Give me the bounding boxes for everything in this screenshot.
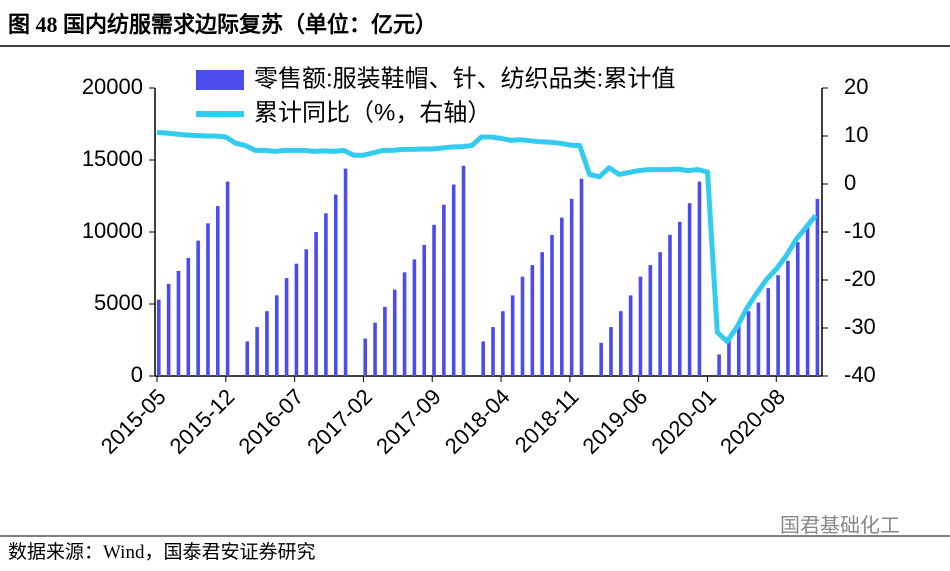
x-tick-label: 2016-07: [233, 384, 308, 459]
bar: [569, 198, 574, 376]
bar: [215, 206, 220, 376]
source: 数据来源：Wind，国泰君安证券研究: [8, 541, 315, 563]
y-tick-label: 15000: [82, 146, 143, 171]
x-tick-label: 2015-05: [96, 384, 171, 459]
bar: [196, 240, 200, 376]
y2-tick-label: -10: [844, 218, 876, 243]
y-tick-label: 20000: [82, 74, 143, 99]
bar: [245, 341, 250, 376]
bar: [776, 275, 780, 376]
bar: [579, 178, 584, 376]
bar: [736, 322, 741, 376]
watermark: 国君基础化工: [780, 514, 900, 537]
x-tick-label: 2015-12: [165, 384, 240, 459]
bar: [333, 194, 338, 376]
bar: [442, 204, 446, 376]
bar: [501, 311, 505, 376]
x-tick-label: 2018-04: [440, 384, 515, 459]
bar: [225, 181, 230, 376]
bar: [805, 223, 810, 376]
bar: [599, 342, 603, 376]
x-tick-label: 2020-08: [715, 384, 790, 459]
legend-label: 累计同比（%，右轴）: [254, 99, 491, 126]
bar: [166, 283, 171, 376]
bar: [786, 260, 790, 376]
legend-label: 零售额:服装鞋帽、针、纺织品类:累计值: [254, 65, 675, 92]
bar: [717, 354, 721, 376]
bar: [324, 213, 328, 376]
bar: [157, 299, 161, 376]
bar: [265, 311, 269, 376]
bar: [628, 295, 633, 376]
bar: [284, 278, 289, 376]
bar: [392, 289, 397, 376]
y2-tick-label: -30: [844, 314, 876, 339]
bar: [373, 322, 377, 376]
bar: [609, 327, 613, 376]
bar: [432, 224, 436, 376]
bar: [727, 337, 731, 376]
x-tick-label: 2019-06: [578, 384, 653, 459]
y2-tick-label: 0: [844, 170, 856, 195]
bar: [510, 295, 515, 376]
y-tick-label: 0: [131, 362, 143, 387]
y-tick-label: 10000: [82, 218, 143, 243]
bar: [402, 272, 407, 376]
bar: [638, 276, 643, 376]
bar: [697, 181, 702, 376]
bar: [795, 242, 800, 376]
x-tick-label: 2018-11: [510, 384, 584, 458]
bar: [383, 306, 387, 376]
y-tick-label: 5000: [94, 290, 143, 315]
bar: [412, 259, 417, 376]
bar: [491, 327, 495, 376]
bar: [363, 338, 368, 376]
bar: [520, 276, 525, 376]
bar: [677, 221, 682, 376]
bar: [422, 244, 427, 376]
bar: [294, 263, 299, 376]
x-tick-label: 2020-01: [646, 384, 721, 459]
y2-tick-label: -40: [844, 362, 876, 387]
y2-tick-label: 20: [844, 74, 868, 99]
bar: [255, 327, 259, 376]
bar: [766, 288, 771, 376]
bar: [274, 295, 279, 376]
chart-title: 图 48 国内纺服需求边际复苏（单位：亿元）: [8, 12, 437, 37]
bar: [756, 302, 761, 376]
bar: [668, 234, 672, 376]
bar: [658, 252, 662, 376]
bar: [746, 311, 751, 376]
bar: [176, 270, 181, 376]
line: [156, 129, 818, 344]
bar: [206, 223, 210, 376]
bar: [186, 257, 191, 376]
bar: [304, 249, 309, 376]
bar: [619, 311, 623, 376]
bar: [530, 265, 535, 376]
bar: [550, 234, 554, 376]
y2-tick-label: 10: [844, 122, 868, 147]
bar: [815, 198, 820, 376]
bar: [560, 217, 564, 376]
legend-swatch: [196, 70, 244, 90]
bar: [540, 252, 544, 376]
bar: [343, 168, 348, 376]
y2-tick-label: -20: [844, 266, 876, 291]
bar: [687, 203, 692, 376]
bar: [481, 341, 485, 376]
bar: [314, 232, 318, 376]
x-tick-label: 2017-02: [302, 384, 377, 459]
bar: [648, 265, 653, 376]
bar: [451, 184, 456, 376]
bar: [461, 165, 466, 376]
x-tick-label: 2017-09: [371, 384, 446, 459]
